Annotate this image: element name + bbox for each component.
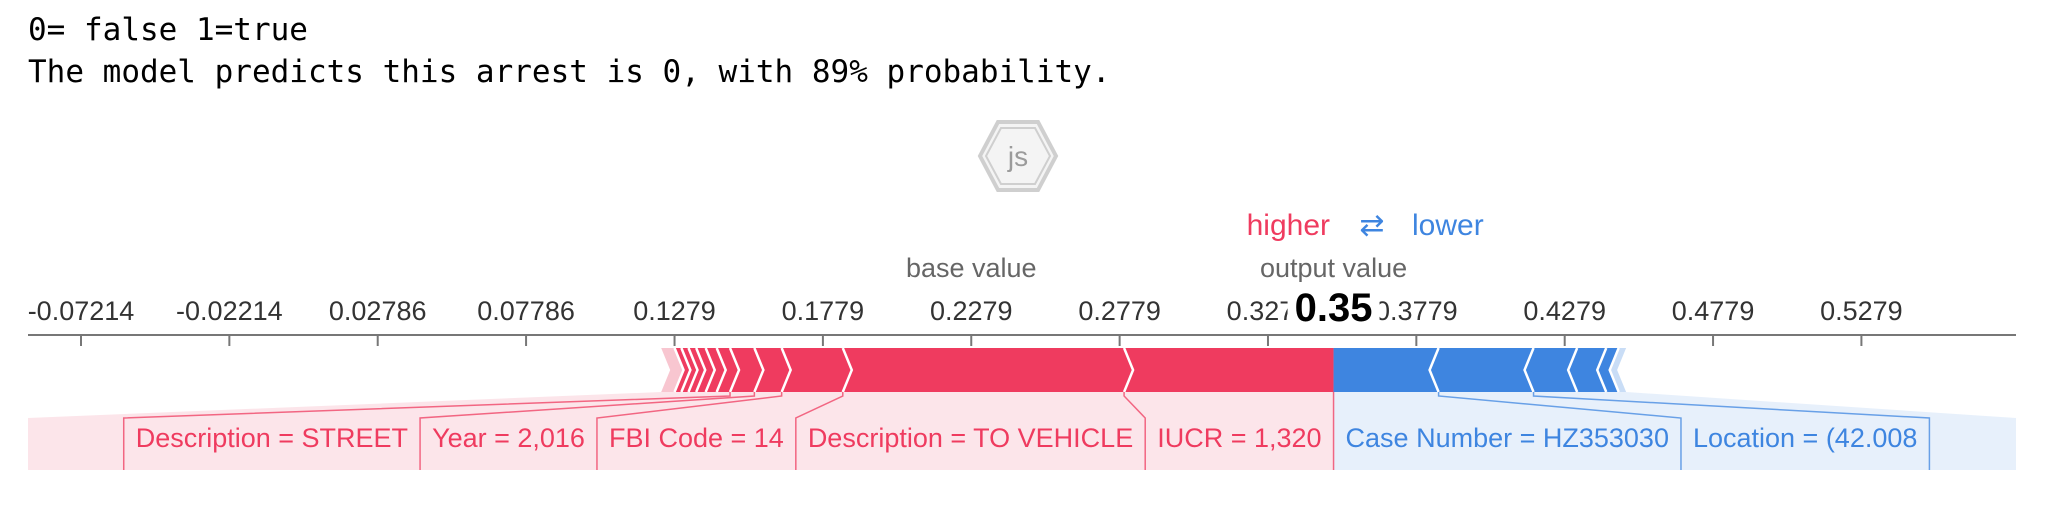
- higher-chevron: [673, 347, 685, 393]
- lower-bar-segment: [1524, 348, 1578, 392]
- tick-label: 0.4279: [1523, 296, 1606, 326]
- label-fans: [28, 392, 2016, 470]
- feature-label-higher: Year = 2,016: [432, 423, 585, 453]
- connector-higher: [122, 392, 731, 470]
- lower-chevron: [1595, 347, 1608, 393]
- higher-chevron: [687, 347, 699, 393]
- tick-label: -0.02214: [176, 296, 283, 326]
- higher-bar-segment: [674, 348, 691, 392]
- lower-chevron: [1608, 347, 1620, 393]
- prediction-text: The model predicts this arrest is 0, wit…: [28, 54, 1111, 90]
- x-axis-ticks: -0.07214 -0.02214 0.02786 0.07786 0.1279 0.17…: [28, 296, 1903, 346]
- tick-label: 0.07786: [477, 296, 575, 326]
- feature-labels: IUCR = 1,320 Description = TO VEHICLE FBI …: [136, 423, 1918, 453]
- tick-label: 0.2279: [930, 296, 1013, 326]
- js-icon: js: [977, 120, 1059, 192]
- higher-fan: [28, 392, 1334, 470]
- tick-label: 0.02786: [329, 296, 427, 326]
- connector-lower: [1532, 392, 1931, 470]
- higher-chevron: [841, 347, 854, 393]
- feature-label-higher: Description = STREET: [136, 423, 408, 453]
- higher-chevron: [715, 347, 728, 393]
- bar-chevrons: [673, 347, 1620, 393]
- higher-chevron: [753, 347, 765, 393]
- lower-bar-segment: [1568, 348, 1607, 392]
- connector-higher: [419, 392, 756, 470]
- force-bars: [661, 348, 1627, 392]
- higher-chevron: [780, 347, 793, 393]
- direction-legend: higher ⇄ lower: [1247, 209, 1484, 242]
- higher-bar-segment: [730, 348, 764, 392]
- legend-swap-arrow: ⇄: [1359, 209, 1384, 242]
- js-icon-label: js: [1007, 141, 1028, 172]
- lower-fan: [1333, 392, 2016, 470]
- lower-bar-segment: [1429, 348, 1534, 392]
- higher-bar-segment: [681, 348, 698, 392]
- label-connectors: [122, 392, 1931, 470]
- tick-label: 0.3779: [1375, 296, 1458, 326]
- higher-chevron: [1122, 347, 1135, 393]
- higher-bar-segment: [781, 348, 852, 392]
- class-legend-text: 0= false 1=true: [28, 12, 308, 48]
- higher-chevron: [728, 347, 741, 393]
- lower-bar-segment: [1333, 348, 1439, 392]
- output-value-background: [1287, 282, 1380, 326]
- output-value-label: output value: [1260, 253, 1407, 283]
- tick-label: 0.4779: [1672, 296, 1755, 326]
- lower-chevron: [1523, 347, 1535, 393]
- lower-chevron: [1428, 347, 1440, 393]
- lower-bar-segment: [1609, 348, 1627, 392]
- feature-label-higher: IUCR = 1,320: [1157, 423, 1321, 453]
- feature-label-lower: Case Number = HZ353030: [1346, 423, 1669, 453]
- higher-chevron: [704, 347, 717, 393]
- higher-bar-segment: [754, 348, 791, 392]
- connector-higher: [795, 392, 844, 470]
- legend-higher: higher: [1247, 209, 1330, 242]
- feature-label-lower: Location = (42.008: [1693, 423, 1917, 453]
- legend-lower: lower: [1412, 209, 1484, 242]
- lower-chevron: [1566, 347, 1579, 393]
- connector-higher: [596, 392, 783, 470]
- feature-label-higher: Description = TO VEHICLE: [808, 423, 1133, 453]
- connector-lower: [1437, 392, 1682, 470]
- tick-label: 0.2779: [1078, 296, 1161, 326]
- higher-bar-segment: [688, 348, 706, 392]
- higher-bar-segment: [1124, 348, 1334, 392]
- tick-label: -0.07214: [28, 296, 135, 326]
- base-value-label: base value: [906, 253, 1037, 283]
- feature-label-higher: FBI Code = 14: [609, 423, 784, 453]
- tick-label: 0.1279: [633, 296, 716, 326]
- tick-label: 0.5279: [1820, 296, 1903, 326]
- tick-label: 0.1779: [782, 296, 865, 326]
- output-value: 0.35: [1295, 286, 1373, 330]
- connector-higher: [1123, 392, 1146, 470]
- higher-chevron: [680, 347, 692, 393]
- higher-chevron: [695, 347, 707, 393]
- higher-bar-segment: [842, 348, 1134, 392]
